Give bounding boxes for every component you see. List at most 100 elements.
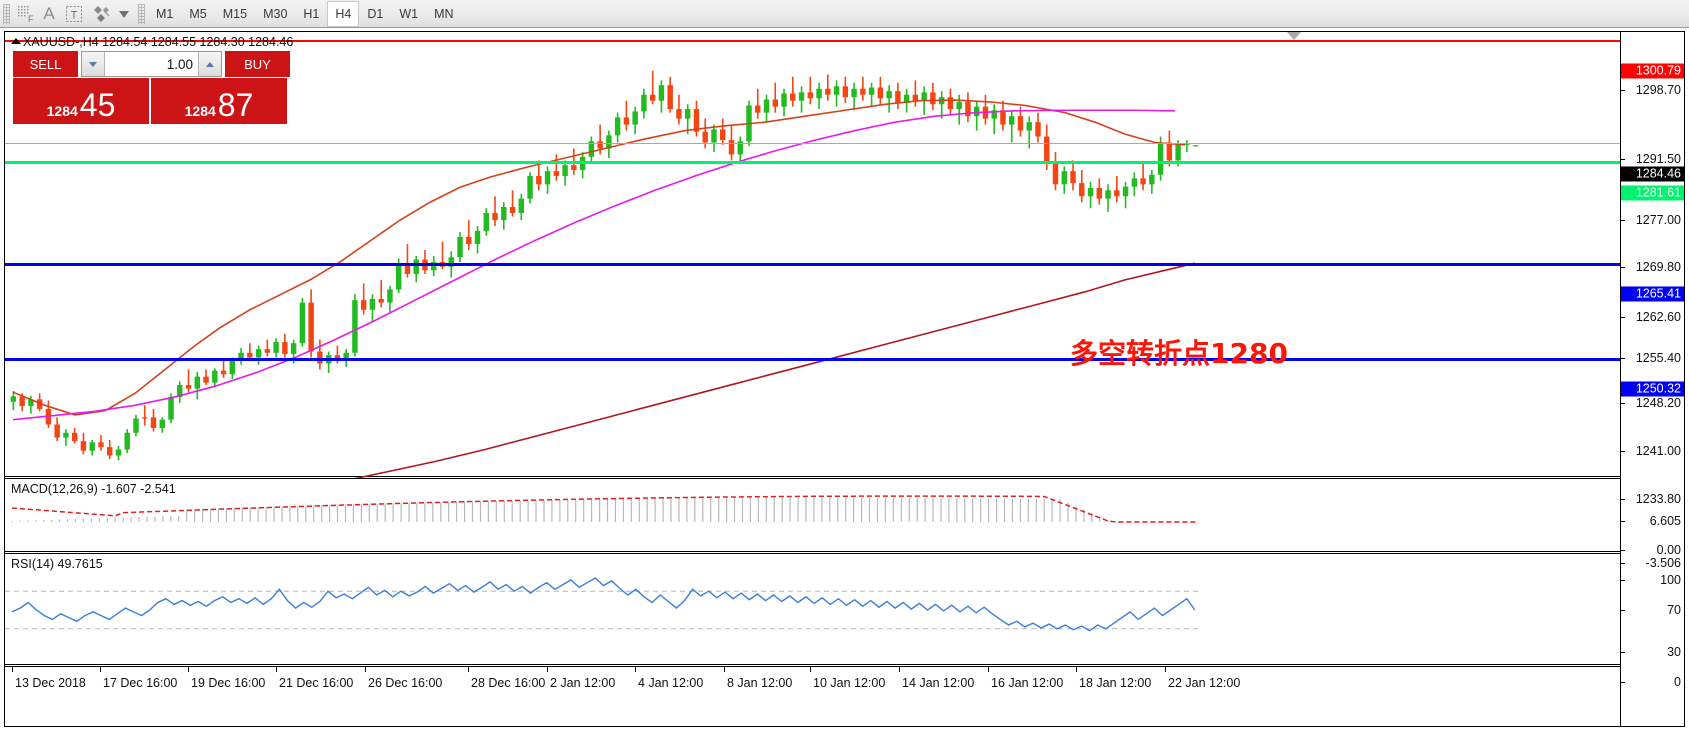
volume-decrease-button[interactable] <box>82 52 105 76</box>
crosshair-f-icon[interactable]: F <box>12 2 42 26</box>
price-axis-label: 1269.80 <box>1635 260 1681 274</box>
time-axis-label: 19 Dec 16:00 <box>191 676 266 690</box>
time-axis-tick <box>1076 667 1077 672</box>
timeframe-button-h1[interactable]: H1 <box>303 7 320 21</box>
axis-tick <box>1621 682 1625 683</box>
time-axis-label: 2 Jan 12:00 <box>550 676 616 690</box>
time-axis-label: 28 Dec 16:00 <box>471 676 546 690</box>
time-axis-tick <box>188 667 189 672</box>
timeframe-button-h4[interactable]: H4 <box>327 1 360 27</box>
time-axis-tick <box>810 667 811 672</box>
time-axis-tick <box>1165 667 1166 672</box>
macd-label: MACD(12,26,9) -1.607 -2.541 <box>11 482 176 496</box>
time-axis-label: 8 Jan 12:00 <box>727 676 793 690</box>
rsi-pane[interactable]: RSI(14) 49.7615 <box>5 553 1620 665</box>
timeframe-button-group: M1 M5 M15 M30 H1 H4 D1 W1 MN <box>148 0 462 28</box>
buy-button[interactable]: BUY <box>225 51 290 77</box>
level-line-last-price <box>5 143 1620 144</box>
axis-tick <box>1621 580 1625 581</box>
chevron-down-icon <box>89 61 97 67</box>
axis-tick <box>1621 610 1625 611</box>
timeframe-button-m30[interactable]: M30 <box>263 7 288 21</box>
price-axis-label: 1298.70 <box>1635 83 1681 97</box>
volume-stepper[interactable]: 1.00 <box>81 51 222 77</box>
rsi-axis-label: 30 <box>1667 645 1681 659</box>
axis-tick <box>1621 90 1625 91</box>
rsi-plot <box>5 577 1200 632</box>
level-line-resistance <box>5 40 1620 42</box>
bid-level-chip[interactable]: 1281.61 <box>1621 185 1684 201</box>
chart-window: XAUUSD-,H4 1284.54 1284.55 1284.30 1284.… <box>4 31 1685 727</box>
timeframe-button-d1[interactable]: D1 <box>367 7 384 21</box>
time-axis-label: 21 Dec 16:00 <box>279 676 354 690</box>
level-line-support-2 <box>5 358 1620 361</box>
price-axis-label: 1241.00 <box>1635 444 1681 458</box>
buy-price-integer: 1284 <box>184 103 216 119</box>
sell-price-fraction: 45 <box>79 87 116 123</box>
timeframe-button-m5[interactable]: M5 <box>189 7 207 21</box>
support-level-chip-1[interactable]: 1265.41 <box>1621 286 1684 302</box>
timeframe-button-m15[interactable]: M15 <box>222 7 248 21</box>
objects-dropdown-icon[interactable] <box>116 2 132 26</box>
axis-tick <box>1621 159 1625 160</box>
macd-axis-label: 6.605 <box>1649 514 1681 528</box>
time-axis-tick <box>988 667 989 672</box>
time-axis-label: 14 Jan 12:00 <box>902 676 975 690</box>
time-axis-tick <box>635 667 636 672</box>
time-axis-tick <box>276 667 277 672</box>
axis-tick <box>1621 652 1625 653</box>
axis-tick <box>1621 563 1625 564</box>
text-a-icon[interactable]: A <box>43 4 55 23</box>
time-axis-tick <box>724 667 725 672</box>
main-toolbar: F A T M1 M5 M15 M30 H1 H4 D1 W1 MN <box>0 0 1689 28</box>
candlestick-plot <box>10 70 1199 484</box>
support-level-chip-2[interactable]: 1250.32 <box>1621 381 1684 397</box>
price-axis[interactable]: 1298.70 1291.50 1277.00 1269.80 1262.60 1255.… <box>1620 32 1684 726</box>
axis-tick <box>1621 220 1625 221</box>
buy-price-fraction: 87 <box>217 87 254 123</box>
sell-button[interactable]: SELL <box>13 51 78 77</box>
price-pane[interactable]: XAUUSD-,H4 1284.54 1284.55 1284.30 1284.… <box>5 32 1620 484</box>
collapse-arrow-icon[interactable] <box>11 38 21 44</box>
resistance-level-chip[interactable]: 1300.79 <box>1621 63 1684 79</box>
buy-price-display[interactable]: 1284 87 <box>151 78 287 124</box>
axis-tick <box>1621 403 1625 404</box>
macd-axis-label: 0.00 <box>1656 543 1681 557</box>
axis-tick <box>1621 451 1625 452</box>
axis-tick <box>1621 267 1625 268</box>
text-label-icon[interactable]: T <box>62 2 86 26</box>
last-price-chip[interactable]: 1284.46 <box>1621 166 1684 182</box>
price-axis-label: 1277.00 <box>1635 213 1681 227</box>
sell-price-display[interactable]: 1284 45 <box>13 78 149 124</box>
volume-increase-button[interactable] <box>198 52 221 76</box>
chevron-up-icon <box>206 61 214 67</box>
objects-icon[interactable] <box>92 2 116 26</box>
level-line-bid <box>5 161 1620 164</box>
timeframe-button-m1[interactable]: M1 <box>156 7 174 21</box>
price-axis-label: 1233.80 <box>1635 492 1681 506</box>
time-axis-tick <box>12 667 13 672</box>
scale-drag-handle-icon[interactable] <box>1287 32 1301 40</box>
one-click-trade-panel: SELL 1.00 BUY 1284 45 1284 87 <box>13 51 290 124</box>
timeframe-button-w1[interactable]: W1 <box>399 7 419 21</box>
level-line-support-1 <box>5 263 1620 266</box>
time-axis-label: 26 Dec 16:00 <box>368 676 443 690</box>
axis-tick <box>1621 550 1625 551</box>
rsi-axis-label: 0 <box>1674 675 1681 689</box>
rsi-label: RSI(14) 49.7615 <box>11 557 103 571</box>
time-axis-label: 18 Jan 12:00 <box>1079 676 1152 690</box>
sell-price-integer: 1284 <box>46 103 78 119</box>
symbol-ohlc-label: XAUUSD-,H4 1284.54 1284.55 1284.30 1284.… <box>23 35 294 49</box>
rsi-axis-label: 70 <box>1667 603 1681 617</box>
timeframe-button-mn[interactable]: MN <box>434 7 454 21</box>
grip-handle-icon-2[interactable] <box>138 4 145 24</box>
time-axis[interactable]: 13 Dec 2018 17 Dec 16:00 19 Dec 16:00 21 De… <box>5 666 1620 726</box>
volume-input[interactable]: 1.00 <box>166 56 193 72</box>
macd-pane[interactable]: MACD(12,26,9) -1.607 -2.541 <box>5 478 1620 552</box>
svg-text:F: F <box>28 14 34 24</box>
time-axis-label: 4 Jan 12:00 <box>638 676 704 690</box>
grip-handle-icon[interactable] <box>3 4 10 24</box>
macd-plot <box>11 495 1196 523</box>
time-axis-label: 16 Jan 12:00 <box>991 676 1064 690</box>
svg-text:T: T <box>71 10 78 22</box>
